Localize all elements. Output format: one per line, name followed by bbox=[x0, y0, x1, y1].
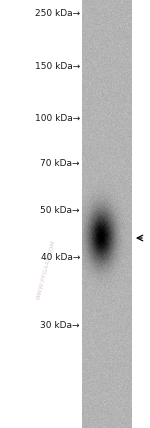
Text: 70 kDa→: 70 kDa→ bbox=[40, 158, 80, 167]
Text: 100 kDa→: 100 kDa→ bbox=[35, 113, 80, 122]
Text: 250 kDa→: 250 kDa→ bbox=[35, 9, 80, 18]
Text: 30 kDa→: 30 kDa→ bbox=[40, 321, 80, 330]
Text: 50 kDa→: 50 kDa→ bbox=[40, 205, 80, 214]
Text: WWW.PTGAA3.COM: WWW.PTGAA3.COM bbox=[36, 240, 56, 300]
Text: 40 kDa→: 40 kDa→ bbox=[41, 253, 80, 262]
Text: 150 kDa→: 150 kDa→ bbox=[35, 62, 80, 71]
